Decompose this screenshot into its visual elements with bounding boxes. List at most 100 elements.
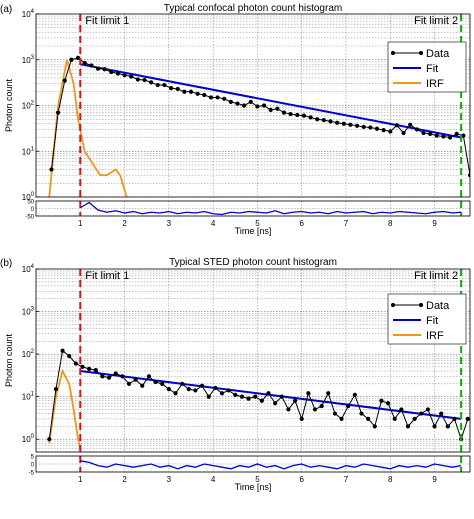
- y-tick-label: 100: [22, 192, 35, 202]
- data-point: [268, 107, 273, 113]
- y-tick-label: 102: [22, 349, 35, 359]
- data-point: [102, 67, 107, 72]
- data-point: [89, 63, 94, 68]
- x-tick-label: 8: [388, 219, 393, 228]
- data-point: [246, 396, 251, 401]
- data-point: [219, 391, 225, 396]
- data-point: [359, 411, 364, 416]
- data-point: [56, 110, 61, 115]
- legend-label-data: Data: [426, 48, 450, 60]
- data-point: [441, 134, 446, 139]
- data-point: [354, 123, 360, 128]
- data-point: [388, 129, 393, 134]
- chart-panel-2: (b) Typical STED photon count histogram10…: [0, 257, 471, 492]
- data-point: [153, 379, 158, 385]
- data-point: [425, 407, 431, 412]
- fit-limit-2-label: Fit limit 2: [414, 270, 458, 282]
- data-point: [346, 403, 351, 409]
- residual-content: [79, 201, 462, 216]
- residual-tick-label: 0: [31, 463, 35, 469]
- data-point: [115, 71, 121, 76]
- data-point: [421, 130, 426, 136]
- residual-tick-label: 0: [31, 207, 35, 213]
- plot-frame: [35, 268, 471, 453]
- data-point: [80, 364, 85, 370]
- data-point: [188, 89, 194, 94]
- data-point: [428, 131, 433, 136]
- data-point: [445, 424, 450, 429]
- fit-series-line: [80, 370, 462, 420]
- data-point: [335, 120, 340, 125]
- legend-label-data: Data: [426, 300, 450, 312]
- data-point: [301, 113, 307, 118]
- x-tick-label: 1: [78, 475, 83, 484]
- data-point: [113, 371, 118, 376]
- data-point: [286, 407, 291, 412]
- y-tick-label: 103: [22, 307, 35, 317]
- x-tick-label: 5: [255, 475, 260, 484]
- data-point: [328, 119, 333, 124]
- legend-label-irf: IRF: [426, 330, 444, 342]
- data-point: [332, 411, 338, 416]
- data-point: [233, 392, 238, 397]
- data-point: [372, 424, 377, 429]
- data-point: [321, 117, 326, 123]
- data-point: [73, 361, 78, 366]
- chart-title: Typical confocal photon count histogram: [164, 3, 342, 14]
- x-tick-label: 2: [122, 475, 127, 484]
- data-point: [62, 78, 67, 83]
- y-axis-label: Photon count: [4, 78, 14, 132]
- y-axis-label: Photon count: [4, 333, 14, 387]
- residual-tick-label: 50: [27, 200, 34, 206]
- data-point: [412, 416, 417, 421]
- data-point: [326, 391, 331, 396]
- data-point: [414, 127, 419, 132]
- data-point: [155, 82, 160, 88]
- data-point: [461, 133, 466, 138]
- data-point: [235, 101, 240, 106]
- data-point: [60, 348, 65, 353]
- data-point: [408, 122, 413, 127]
- data-point: [239, 394, 245, 399]
- data-point: [275, 106, 280, 111]
- data-point: [255, 104, 260, 109]
- y-tick-label: 104: [22, 9, 35, 19]
- data-point: [374, 126, 380, 131]
- data-point: [146, 374, 152, 379]
- grid: [36, 269, 470, 473]
- residual-tick-label: -50: [25, 215, 34, 221]
- data-point: [149, 80, 154, 85]
- data-point: [208, 95, 214, 100]
- legend-marker: [418, 50, 424, 56]
- data-point: [401, 130, 406, 136]
- data-point: [319, 403, 324, 409]
- data-point: [133, 377, 138, 382]
- data-point: [292, 398, 298, 403]
- x-tick-label: 9: [432, 475, 437, 484]
- irf-series-line: [48, 368, 82, 449]
- data-point: [106, 375, 112, 380]
- data-point: [122, 73, 127, 78]
- data-point: [100, 374, 105, 379]
- data-series-line: [48, 349, 469, 441]
- chart-title: Typical STED photon count histogram: [169, 257, 337, 268]
- data-point: [47, 437, 52, 442]
- data-point: [126, 381, 132, 386]
- x-axis-label: Time [ns]: [235, 226, 272, 236]
- legend-marker: [418, 302, 424, 308]
- data-point: [259, 398, 264, 403]
- plot-content: [48, 55, 470, 197]
- data-point: [452, 416, 457, 421]
- data-point: [439, 411, 444, 416]
- y-tick-label: 100: [22, 434, 35, 444]
- chart-panel-1: (a) Typical confocal photon count histogr…: [0, 3, 471, 236]
- x-tick-label: 6: [299, 475, 304, 484]
- data-point: [69, 57, 74, 62]
- data-point: [195, 91, 200, 96]
- data-point: [248, 99, 253, 104]
- legend-marker: [390, 302, 396, 308]
- x-tick-label: 4: [211, 219, 216, 228]
- data-point: [279, 394, 284, 399]
- residual-frame: [35, 455, 471, 473]
